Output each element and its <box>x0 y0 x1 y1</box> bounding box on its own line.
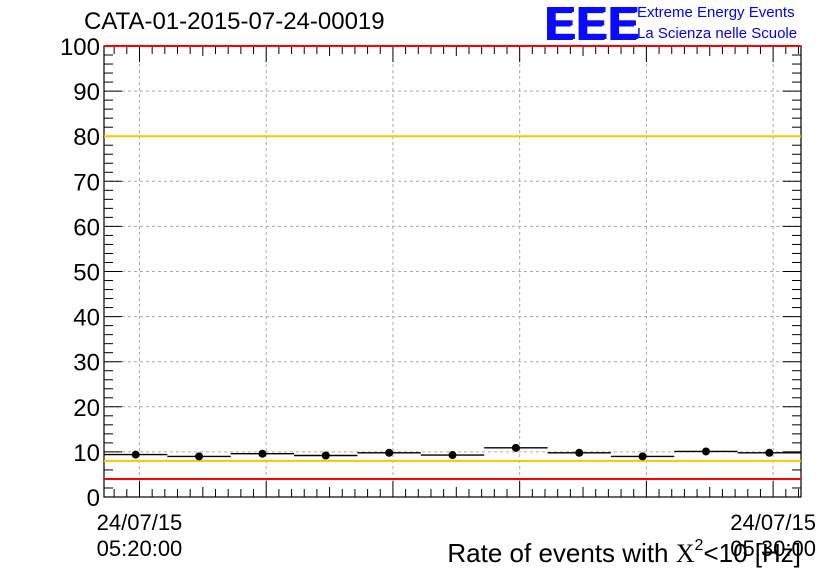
data-point <box>385 448 394 457</box>
data-point <box>448 451 457 460</box>
y-tick-label: 100 <box>60 34 100 61</box>
x-tick-label-time: 05:30:00 <box>730 536 816 561</box>
y-tick-label: 50 <box>73 260 100 287</box>
chart-title: CATA-01-2015-07-24-00019 <box>84 8 385 35</box>
y-tick-label: 70 <box>73 169 100 196</box>
data-point <box>131 450 140 459</box>
y-tick-label: 60 <box>73 214 100 241</box>
x-tick-label-date: 24/07/15 <box>97 510 183 535</box>
y-tick-label: 0 <box>87 485 100 512</box>
y-tick-label: 40 <box>73 305 100 332</box>
x-tick-label-time: 05:20:00 <box>97 536 183 561</box>
y-tick-label: 20 <box>73 395 100 422</box>
data-point <box>575 448 584 457</box>
data-point <box>638 452 647 461</box>
data-point <box>701 447 710 456</box>
data-point <box>195 452 204 461</box>
logo-line1: Extreme Energy Events <box>637 4 795 21</box>
x-axis-label: Rate of events with X2<10 [Hz] <box>447 537 801 568</box>
x-tick-label-date: 24/07/15 <box>730 510 816 535</box>
y-tick-label: 10 <box>73 440 100 467</box>
data-point <box>511 443 520 452</box>
data-point <box>321 451 330 460</box>
y-tick-label: 80 <box>73 124 100 151</box>
y-tick-label: 90 <box>73 79 100 106</box>
logo-mark: EEE <box>544 0 640 49</box>
y-tick-label: 30 <box>73 350 100 377</box>
logo-line2: La Scienza nelle Scuole <box>637 25 798 42</box>
data-point <box>258 449 267 458</box>
data-point <box>765 448 774 457</box>
